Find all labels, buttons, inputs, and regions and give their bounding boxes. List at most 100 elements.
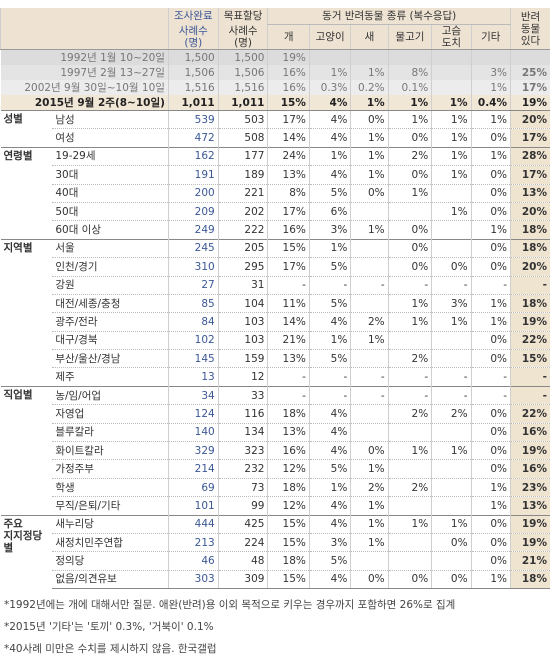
cell: 159 [217,349,268,368]
header-row: 조사완료 목표할당 동거 반려동물 종류 (복수응답) 반려 동물 있다 [0,8,550,50]
cell: 539 [167,110,219,129]
cell: 19% [267,49,310,65]
cell: 1,516 [167,80,219,95]
cell: 18% [510,220,550,240]
cell: - [470,367,511,387]
cell: 15% [510,349,550,368]
footnote: *1992년에는 개에 대해서만 질문. 애완(반려)용 이외 목적으로 키우는… [4,599,456,612]
header-cell: 고양이 [308,24,351,50]
cell: 0% [387,238,432,258]
cell: 0% [470,404,511,424]
data-row: 성별 남성 539 503 17% 4% 0% 1% 1% 1% 20% [1,110,550,129]
cell: 102 [167,330,219,350]
data-row: 직업별 농/임/어업 34 33- - - - - - - [0,385,550,516]
cell [431,80,472,95]
row-label: 정의당 [52,551,169,571]
cell: 222 [217,220,268,240]
cell: 1,500 [217,49,268,65]
cell: 24% [267,146,310,166]
cell [431,330,472,350]
cell: 17% [510,80,550,95]
cell: - [350,275,389,295]
cell: 16% [510,459,550,479]
cell [431,49,472,65]
cell [387,532,432,552]
cell: 3% [308,532,351,552]
trend-row: 1992년 1월 10~20일 1,500 1,500 19% [0,49,550,65]
cell: 15% [267,532,310,552]
cell: 4% [308,110,351,129]
cell: - [470,275,511,295]
cell: 1% [350,165,389,185]
cell: - [308,367,351,387]
cell: 2% [387,477,432,497]
cell: 0.2% [350,80,389,95]
cell: 0.3% [308,80,351,95]
cell: - [387,385,432,405]
cell: 19% [510,312,550,332]
cell: 1% [387,312,432,332]
data-row: 주요 지지정당별 새누리당 444 425 15% 4% 1% 1% 1% 0% 19% [0,514,550,589]
cell: 205 [217,238,268,258]
cell: 13% [267,349,310,368]
cell: 0% [470,441,511,460]
row-label: 60대 이상 [52,220,169,240]
cell: 221 [217,183,268,203]
row-label: 19-29세 [52,146,169,166]
cell: 0% [387,257,432,277]
cell: 5% [308,183,351,203]
row-label: 인천/경기 [52,257,169,277]
cell: 202 [217,201,268,221]
cell: - [387,275,432,295]
cell: 5% [308,257,351,277]
cell: 508 [217,128,268,148]
cell: 0% [470,459,511,479]
row-label: 1997년 2월 13~27일 [0,65,169,80]
cell: 200 [167,183,219,203]
cell: 18% [267,551,310,571]
header-cell: 개 [267,24,310,50]
cell: 245 [167,238,219,258]
cell: 4% [308,441,351,460]
cell: 177 [217,146,268,166]
cell: 1% [431,146,472,166]
cell: 323 [217,441,268,460]
header-cell: 사례수 (명) [167,24,219,50]
cell: 0.1% [387,80,432,95]
cell: 0% [387,165,432,185]
data-row: 대구/경북 102 103 21% 1% 1% 0% 22% [1,330,550,350]
cell [308,49,351,65]
row-label: 강원 [52,275,169,295]
cell: 15% [267,569,310,590]
cell [350,293,389,313]
row-label: 대전/세종/충청 [52,293,169,313]
cell: 69 [167,477,219,497]
cell: 1% [308,238,351,258]
cell: 48 [217,551,268,571]
cell: 19% [510,532,550,552]
cell: 224 [217,532,268,552]
cell: 0% [470,128,511,148]
cell [387,201,432,221]
cell: 20% [510,257,550,277]
cell: 1% [431,95,472,111]
cell: 46 [167,551,219,571]
cell: 2% [350,477,389,497]
cell: 4% [308,312,351,332]
data-row: 새정치민주연합 213 224 15% 3% 1% 0% 0% 19% [1,532,550,552]
cell: 2% [431,404,472,424]
row-label: 새누리당 [52,514,169,534]
cell: 34 [167,385,219,405]
data-row: 부산/울산/경남 145 159 13% 5% 2% 0% 15% [1,349,550,368]
cell: 1% [387,95,432,111]
cell: 1% [387,514,432,534]
cell: 0% [470,551,511,571]
cell: 1,011 [217,95,268,111]
cell: 22% [510,404,550,424]
header-cell: 기타 [470,24,511,50]
cell: 329 [167,441,219,460]
footnote: *40사례 미만은 수치를 제시하지 않음. 한국갤럽 [4,643,217,656]
cell: 0% [470,183,511,203]
cell: 15% [267,514,310,534]
header-cell: 고슴 도치 [431,24,472,50]
